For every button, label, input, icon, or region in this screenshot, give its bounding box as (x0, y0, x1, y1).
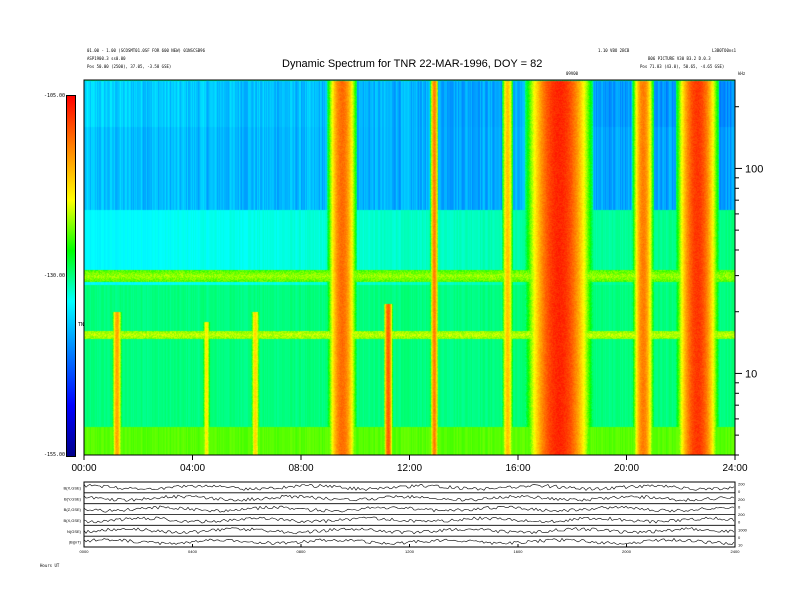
panel-right-tick: 200 (738, 482, 745, 487)
header-left-line1: 01.00 - 1.00 (SCOSMT01.0SF FOR 600 NEW) … (87, 48, 206, 53)
unit-label: kHz (738, 71, 746, 76)
panel-right-tick: 0 (738, 504, 741, 509)
panel-x-label: 0000 (80, 549, 90, 554)
panel-label: B(Y,GSE) (64, 496, 82, 501)
x-tick-label: 20:00 (614, 463, 639, 474)
panel-x-label: 1600 (514, 549, 524, 554)
panel-x-label: 0400 (188, 549, 198, 554)
colorbar-unit-label: TNR (78, 322, 88, 328)
panel-trace (83, 483, 735, 491)
colorbar-max-label: -105.00 (44, 93, 66, 99)
y-tick-label: 10 (745, 368, 757, 380)
panel-right-tick: 200 (738, 512, 745, 517)
panel-label: B(Z,GSE) (64, 507, 82, 512)
panel-trace (83, 516, 735, 524)
chart-title: Dynamic Spectrum for TNR 22-MAR-1996, DO… (282, 58, 543, 70)
panel-trace (83, 505, 735, 513)
header-right-top-b: L3B0TO0ns1 (712, 48, 737, 53)
x-tick-label: 12:00 (397, 463, 422, 474)
y-tick-label: 100 (745, 163, 763, 175)
panel-label: B(X,GSE) (63, 518, 81, 523)
panel-x-label: 0800 (297, 549, 307, 554)
header-right-line2: B06 PICTURE V30 B3.2 D.0.3 (648, 56, 711, 61)
panel-right-tick: 200 (738, 497, 745, 502)
panel-x-label: 2000 (622, 549, 632, 554)
x-tick-label: 04:00 (180, 463, 205, 474)
footer-left-label: Hours UT (40, 563, 60, 568)
panel-right-tick: 0 (738, 520, 741, 525)
x-tick-label: 16:00 (505, 463, 530, 474)
panel-x-label: 2400 (731, 549, 741, 554)
panel-trace (83, 527, 735, 535)
panel-trace (83, 537, 735, 546)
panel-trace (83, 494, 735, 502)
colorbar (66, 95, 76, 457)
colorbar-min-label: -155.00 (44, 452, 66, 458)
colorbar-gradient (67, 96, 75, 456)
spectrogram-heatmap (84, 80, 735, 455)
header-left-line3: Pos 50.00 (2500), 37.05, -3.58 GSE) (87, 64, 172, 69)
panel-right-tick: 10 (738, 543, 743, 548)
panel-label: B(X,GSE) (63, 485, 81, 490)
panel-right-tick: 0 (738, 489, 741, 494)
panel-label: |B|(nT) (69, 540, 82, 545)
time-marker-label: 09V00 (566, 71, 579, 76)
panel-x-label: 1200 (405, 549, 415, 554)
colorbar-mid-label: -130.00 (44, 273, 66, 279)
header-left-line2: ASP1900.3 ss0.00 (87, 56, 126, 61)
panel-label: N(GSE) (67, 529, 82, 534)
x-tick-label: 00:00 (71, 463, 96, 474)
panel-right-tick: 0 (738, 535, 741, 540)
header-right-line3: Pos 71.83 (43.0), 50.65, -4.65 GSE) (640, 64, 725, 69)
x-tick-label: 24:00 (722, 463, 747, 474)
panel-right-tick: 1000 (738, 527, 748, 532)
header-right-top-a: 1.10 VBO 2BCB (598, 48, 630, 53)
x-tick-label: 08:00 (288, 463, 313, 474)
